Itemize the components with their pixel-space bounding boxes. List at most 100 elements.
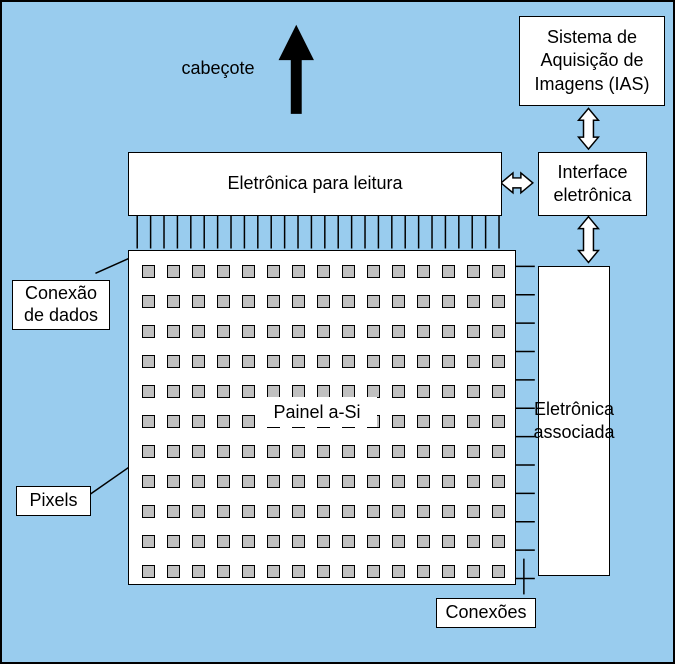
pixel [392, 565, 405, 578]
panel-label-text: Painel a-Si [273, 402, 360, 423]
pixel [317, 565, 330, 578]
pixel [417, 565, 430, 578]
label-conexoes: Conexões [436, 598, 536, 628]
pixel [292, 295, 305, 308]
pixel [392, 325, 405, 338]
pixel [267, 565, 280, 578]
label-pixels: Pixels [16, 486, 91, 516]
pixel [142, 505, 155, 518]
pixel [392, 265, 405, 278]
pixel [467, 475, 480, 488]
pixel [167, 385, 180, 398]
pixel [442, 355, 455, 368]
pixel [142, 445, 155, 458]
pixel [167, 475, 180, 488]
pixel [342, 265, 355, 278]
pixel [267, 355, 280, 368]
pixel [417, 355, 430, 368]
box-ias: Sistema deAquisição deImagens (IAS) [519, 16, 665, 106]
pixel [192, 445, 205, 458]
pixel [342, 295, 355, 308]
pixel [267, 445, 280, 458]
pixel [392, 385, 405, 398]
pixel [467, 565, 480, 578]
pixel [242, 385, 255, 398]
double-arrow-icon [501, 173, 533, 193]
pixel [467, 385, 480, 398]
pixel [442, 385, 455, 398]
pixel [292, 535, 305, 548]
pixel [392, 505, 405, 518]
pixel [492, 475, 505, 488]
pixel [317, 355, 330, 368]
pixel [242, 295, 255, 308]
pixel [167, 415, 180, 428]
label-cabecote-text: cabeçote [181, 58, 254, 78]
pixel [192, 565, 205, 578]
pixel [367, 265, 380, 278]
pixel [442, 535, 455, 548]
pixel [192, 475, 205, 488]
pixel [367, 535, 380, 548]
pixel [492, 535, 505, 548]
box-interface: Interfaceeletrônica [538, 152, 647, 216]
pixel [317, 475, 330, 488]
pixel [242, 355, 255, 368]
arrow-up-icon [279, 26, 313, 113]
pixel [242, 415, 255, 428]
pixel [417, 505, 430, 518]
diagram-canvas: Sistema deAquisição deImagens (IAS) Elet… [0, 0, 675, 664]
pixel [167, 505, 180, 518]
pixel [492, 385, 505, 398]
label-cabecote: cabeçote [168, 58, 268, 82]
pixel [392, 445, 405, 458]
pixel [242, 265, 255, 278]
label-pixels-text: Pixels [29, 490, 77, 512]
pixel [467, 355, 480, 368]
pixel [317, 295, 330, 308]
pixel [217, 505, 230, 518]
pixel [342, 355, 355, 368]
pixel [217, 295, 230, 308]
pixel [292, 325, 305, 338]
pixel [142, 565, 155, 578]
pixel [317, 265, 330, 278]
pixel [292, 355, 305, 368]
pixel [467, 415, 480, 428]
pixel [317, 325, 330, 338]
pixel [167, 355, 180, 368]
pixel [142, 325, 155, 338]
double-arrow-icon [579, 108, 599, 149]
pixel [292, 445, 305, 458]
pixel [192, 505, 205, 518]
pixel [392, 355, 405, 368]
label-conexoes-text: Conexões [445, 602, 526, 624]
pixel [492, 415, 505, 428]
pixel [167, 445, 180, 458]
pixel [292, 475, 305, 488]
pixel [392, 295, 405, 308]
pixel [492, 565, 505, 578]
pixel [267, 325, 280, 338]
pixel [467, 535, 480, 548]
box-ias-label: Sistema deAquisição deImagens (IAS) [534, 26, 649, 96]
pixel [342, 325, 355, 338]
pixel [342, 535, 355, 548]
pixel [192, 265, 205, 278]
pixel [492, 265, 505, 278]
pixel [467, 505, 480, 518]
pixel [242, 505, 255, 518]
pixel [367, 325, 380, 338]
pixel [217, 475, 230, 488]
pixel [292, 565, 305, 578]
box-leitura: Eletrônica para leitura [128, 152, 502, 216]
pixel [217, 445, 230, 458]
pixel [367, 445, 380, 458]
pixel [142, 475, 155, 488]
pixel [417, 535, 430, 548]
pixel [142, 295, 155, 308]
pixel [467, 265, 480, 278]
double-arrow-icon [579, 217, 599, 263]
pixel [367, 295, 380, 308]
pixel [442, 325, 455, 338]
